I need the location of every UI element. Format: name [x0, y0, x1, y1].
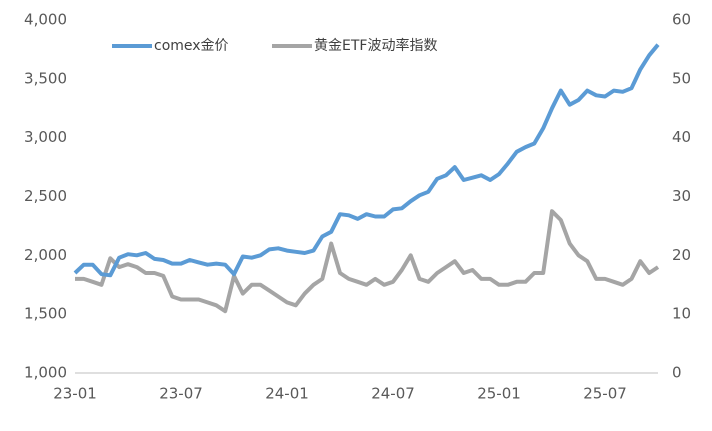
- y-tick-label: 3,000: [24, 128, 67, 146]
- y2-tick-label: 20: [672, 246, 691, 264]
- y2-tick-label: 40: [672, 128, 691, 146]
- y-tick-label: 1,000: [24, 364, 67, 382]
- series-line: [75, 209, 660, 314]
- x-tick-label: 25-01: [477, 385, 521, 403]
- y2-tick-label: 10: [672, 305, 691, 323]
- x-tick-label: 23-01: [53, 385, 97, 403]
- y2-tick-label: 50: [672, 69, 691, 87]
- y-tick-label: 2,500: [24, 187, 67, 205]
- x-tick-label: 23-07: [159, 385, 203, 403]
- y-tick-label: 3,500: [24, 69, 67, 87]
- y2-tick-label: 30: [672, 187, 691, 205]
- x-tick-label: 24-01: [265, 385, 309, 403]
- y-tick-label: 4,000: [24, 11, 67, 29]
- y-tick-label: 1,500: [24, 305, 67, 323]
- y2-tick-label: 0: [672, 364, 682, 382]
- legend-label: 黄金ETF波动率指数: [314, 37, 437, 54]
- y-tick-label: 2,000: [24, 246, 67, 264]
- x-tick-label: 25-07: [583, 385, 627, 403]
- legend-label: comex金价: [154, 38, 229, 54]
- x-tick-label: 24-07: [371, 385, 415, 403]
- y2-tick-label: 60: [672, 11, 691, 29]
- series-line: [73, 43, 660, 278]
